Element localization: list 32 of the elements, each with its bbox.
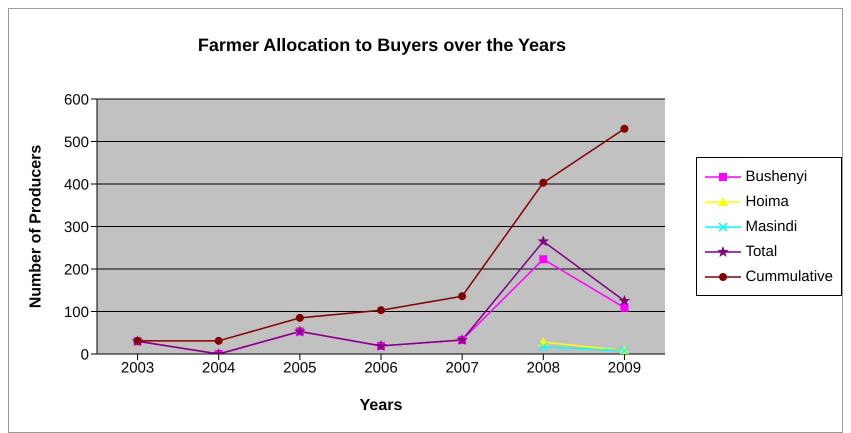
legend-label: Cummulative	[745, 268, 833, 285]
point	[539, 255, 548, 264]
x-axis-title: Years	[360, 397, 402, 414]
y-tick-label: 600	[64, 91, 89, 108]
point	[620, 124, 628, 133]
x-tick-label: 2006	[364, 360, 398, 377]
y-tick-label: 100	[64, 304, 89, 321]
y-tick-label: 200	[64, 261, 89, 278]
legend-label: Hoima	[745, 193, 789, 210]
legend-label: Bushenyi	[745, 168, 808, 185]
y-tick-label: 300	[64, 218, 89, 236]
y-axis-title: Number of Producers	[28, 144, 45, 308]
legend-label: Total	[745, 243, 778, 260]
point	[458, 292, 466, 300]
x-tick-label: 2008	[526, 360, 560, 377]
point	[296, 314, 304, 322]
chart-title: Farmer Allocation to Buyers over the Years	[196, 35, 568, 56]
point	[538, 235, 549, 246]
point	[214, 336, 223, 345]
point	[377, 306, 385, 314]
point	[539, 178, 548, 187]
x-tick-label: 2003	[120, 360, 154, 377]
x-tick-label: 2009	[608, 360, 642, 377]
x-tick-label: 2004	[202, 360, 236, 377]
y-tick-label: 500	[64, 134, 89, 151]
point	[618, 294, 630, 306]
point	[620, 304, 628, 312]
y-tick-label: 0	[80, 346, 89, 364]
y-tick-label: 400	[64, 176, 89, 194]
x-tick-label: 2007	[445, 360, 479, 377]
legend-label: Masindi	[745, 218, 798, 235]
x-tick-label: 2005	[283, 360, 317, 377]
